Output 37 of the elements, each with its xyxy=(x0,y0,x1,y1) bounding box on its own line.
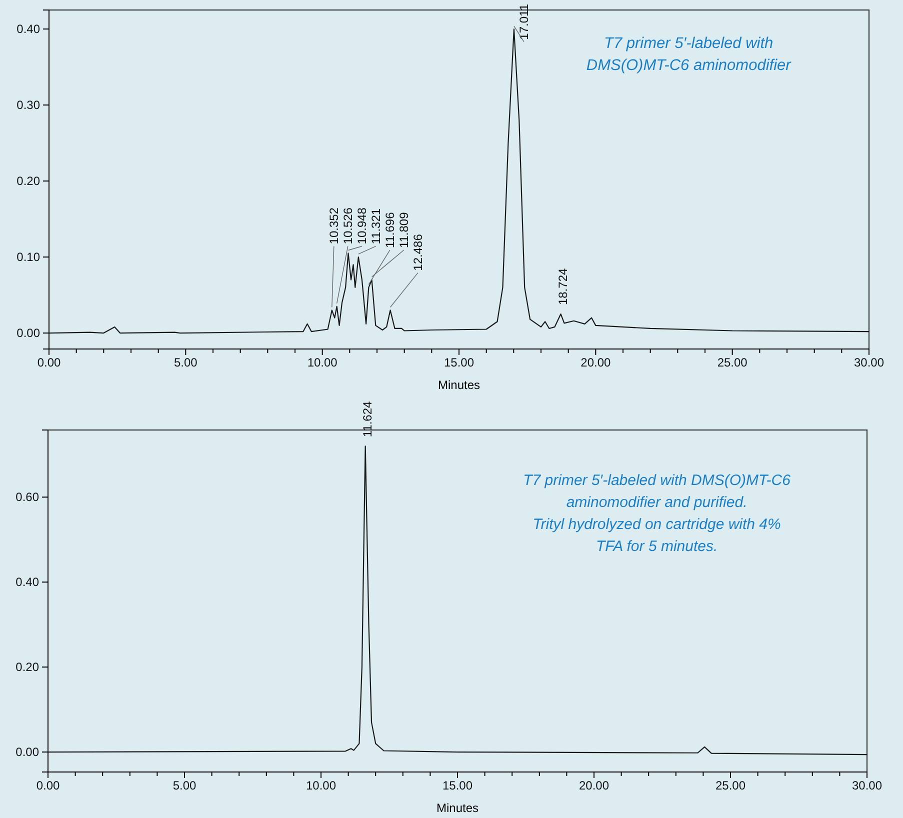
y-tick-label: 0.30 xyxy=(16,98,40,112)
annotation: 10.352 xyxy=(326,207,341,244)
x-tick-label: 5.00 xyxy=(172,778,196,793)
annotation: T7 primer 5′-labeled with DMS(O)MT-C6 aminomodifier and purified. Trityl hydrolyzed on cartridge with 4% TFA for 5 minutes. xyxy=(523,472,792,555)
x-tick-label: 15.00 xyxy=(444,356,474,370)
y-tick-label: 0.10 xyxy=(16,250,40,264)
x-tick-label: 25.00 xyxy=(717,356,748,370)
annotation: 11.696 xyxy=(382,212,397,248)
x-axis-title: Minutes xyxy=(436,801,479,815)
y-tick-label: 0.00 xyxy=(16,744,40,759)
x-tick-label: 20.00 xyxy=(578,778,610,793)
x-tick-label: 25.00 xyxy=(715,778,746,793)
annotation: 17.011 xyxy=(516,4,531,40)
x-tick-label: 15.00 xyxy=(442,778,473,793)
y-tick-label: 0.40 xyxy=(16,22,40,36)
x-tick-label: 5.00 xyxy=(174,356,198,370)
y-tick-label: 0.40 xyxy=(16,574,40,589)
annotation: 18.724 xyxy=(556,268,570,306)
x-tick-label: 0.00 xyxy=(36,778,60,793)
x-tick-label: 30.00 xyxy=(852,778,882,793)
x-tick-label: 0.00 xyxy=(37,356,61,370)
x-tick-label: 10.00 xyxy=(307,356,338,370)
annotation: 10.526 xyxy=(340,207,355,244)
y-tick-label: 0.20 xyxy=(16,660,40,674)
annotation: 12.486 xyxy=(410,234,425,271)
y-tick-label: 0.00 xyxy=(16,326,40,340)
annotation: 11.809 xyxy=(396,212,411,248)
annotation: 10.948 xyxy=(354,207,369,244)
y-tick-label: 0.20 xyxy=(16,174,40,188)
annotation: 11.321 xyxy=(368,208,383,244)
x-axis-title: Minutes xyxy=(438,378,480,392)
x-tick-label: 30.00 xyxy=(854,356,884,370)
annotation: 11.624 xyxy=(360,401,374,438)
annotation: T7 primer 5′-labeled with DMS(O)MT-C6 aminomodifier xyxy=(586,35,792,74)
x-tick-label: 20.00 xyxy=(580,356,612,370)
y-tick-label: 0.60 xyxy=(16,490,40,504)
x-tick-label: 10.00 xyxy=(306,778,336,793)
